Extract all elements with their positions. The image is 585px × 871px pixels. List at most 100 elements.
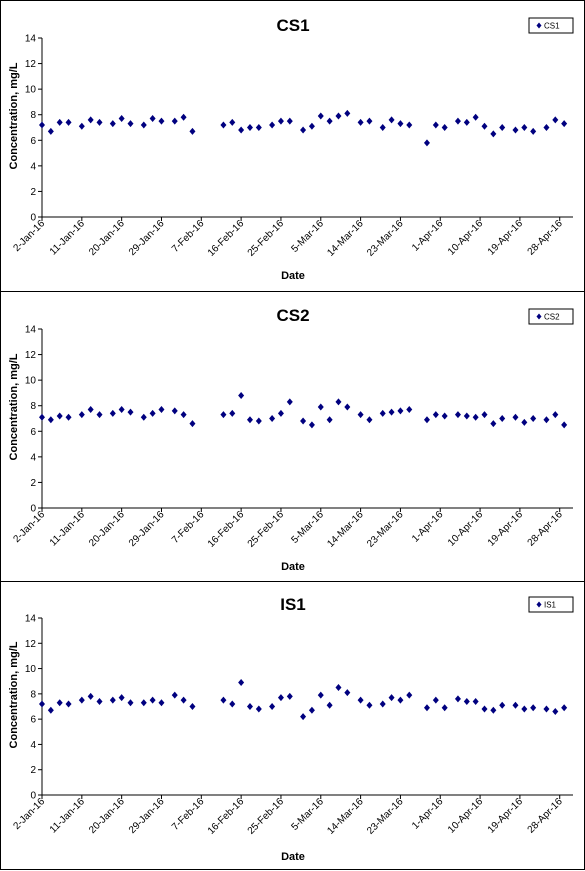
y-tick-label: 8 (30, 689, 36, 700)
data-point (379, 700, 386, 708)
data-point (335, 398, 342, 406)
data-point (238, 391, 245, 399)
x-tick-label: 1-Apr-16 (410, 509, 446, 545)
data-point (127, 120, 134, 128)
chart-is1: IS1 Concentration, mg/L Date IS1 0 2 4 6 8 10… (8, 595, 574, 863)
data-point (180, 411, 187, 419)
data-point (423, 704, 430, 712)
x-tick-label: 28-Apr-16 (526, 796, 566, 836)
data-point (269, 415, 276, 422)
y-tick-label: 14 (25, 325, 37, 336)
x-tick-label: 20-Jan-16 (87, 218, 127, 258)
data-point (171, 691, 178, 699)
y-tick-label: 6 (30, 136, 36, 147)
data-point (96, 697, 103, 705)
data-point (397, 120, 404, 128)
x-tick-label: 2-Jan-16 (11, 509, 47, 545)
data-point (220, 696, 227, 704)
data-point (277, 117, 284, 125)
y-tick-label: 10 (25, 664, 37, 675)
data-point (388, 116, 395, 124)
data-point (326, 416, 333, 424)
legend: IS1 (528, 596, 574, 613)
legend-marker (536, 601, 542, 608)
x-tick-label: 29-Jan-16 (127, 796, 167, 836)
data-point (255, 417, 262, 425)
data-point (308, 421, 315, 429)
data-point (171, 407, 178, 415)
data-point (78, 696, 85, 704)
data-point (388, 408, 395, 416)
x-tick-label: 7-Feb-16 (170, 218, 207, 255)
y-tick-label: 10 (25, 85, 37, 96)
data-point (561, 421, 568, 429)
y-tick-label: 6 (30, 715, 36, 726)
data-point (158, 699, 165, 707)
data-point (441, 124, 448, 131)
chart-title: IS1 (280, 595, 306, 614)
y-tick-label: 2 (30, 478, 36, 489)
x-tick-label: 20-Jan-16 (87, 796, 127, 836)
y-tick-label: 4 (30, 452, 36, 463)
data-point (118, 406, 125, 414)
legend-label: CS1 (544, 22, 560, 31)
x-tick-label: 14-Mar-16 (325, 509, 366, 550)
x-tick-label: 19-Apr-16 (486, 796, 526, 836)
x-tick-label: 19-Apr-16 (486, 509, 526, 549)
legend: CS2 (528, 308, 574, 325)
legend-box (528, 308, 574, 325)
data-point (388, 694, 395, 702)
x-tick-label: 23-Mar-16 (365, 509, 406, 550)
y-tick-label: 0 (30, 213, 36, 224)
data-point (472, 113, 479, 121)
data-point (441, 704, 448, 712)
legend-marker (536, 22, 542, 29)
x-axis-title: Date (281, 851, 305, 863)
data-point (406, 691, 413, 699)
x-tick-label: 5-Mar-16 (289, 796, 326, 833)
data-point (432, 696, 439, 704)
data-point (277, 694, 284, 702)
data-point (140, 699, 147, 707)
data-point (158, 406, 165, 414)
data-point (454, 117, 461, 125)
data-point (39, 121, 45, 129)
data-point (463, 697, 470, 705)
data-point (300, 417, 307, 425)
y-tick-label: 0 (30, 791, 36, 802)
data-point (357, 696, 364, 704)
y-tick-label: 10 (25, 376, 37, 387)
data-point (47, 706, 54, 714)
data-point (366, 117, 373, 125)
data-point (180, 113, 187, 121)
data-point (552, 411, 559, 419)
x-tick-label: 11-Jan-16 (48, 796, 87, 835)
data-point (238, 678, 245, 686)
y-tick-label: 8 (30, 110, 36, 121)
x-tick-label: 23-Mar-16 (365, 796, 406, 837)
data-point (552, 116, 559, 124)
data-point (397, 696, 404, 704)
x-tick-label: 16-Feb-16 (206, 509, 247, 550)
data-point (521, 124, 528, 131)
data-point (47, 127, 54, 135)
data-point (463, 118, 470, 126)
data-point (56, 699, 63, 707)
data-point (512, 701, 519, 709)
y-tick-label: 14 (25, 614, 37, 625)
x-tick-label: 7-Feb-16 (170, 796, 207, 833)
x-axis-title: Date (281, 270, 305, 282)
data-point (65, 413, 72, 421)
chart-panel-cs2: CS2 Concentration, mg/L Date CS2 0 2 4 6 8 10… (0, 291, 585, 582)
data-point (490, 706, 497, 714)
x-tick-label: 14-Mar-16 (325, 796, 366, 837)
data-point (344, 689, 351, 697)
data-point (246, 703, 253, 710)
data-point (543, 416, 550, 424)
x-tick-label: 10-Apr-16 (446, 218, 486, 258)
data-point (127, 408, 134, 416)
data-point (423, 416, 430, 424)
y-tick-label: 2 (30, 187, 36, 198)
data-point (308, 706, 315, 714)
data-point (87, 406, 94, 414)
